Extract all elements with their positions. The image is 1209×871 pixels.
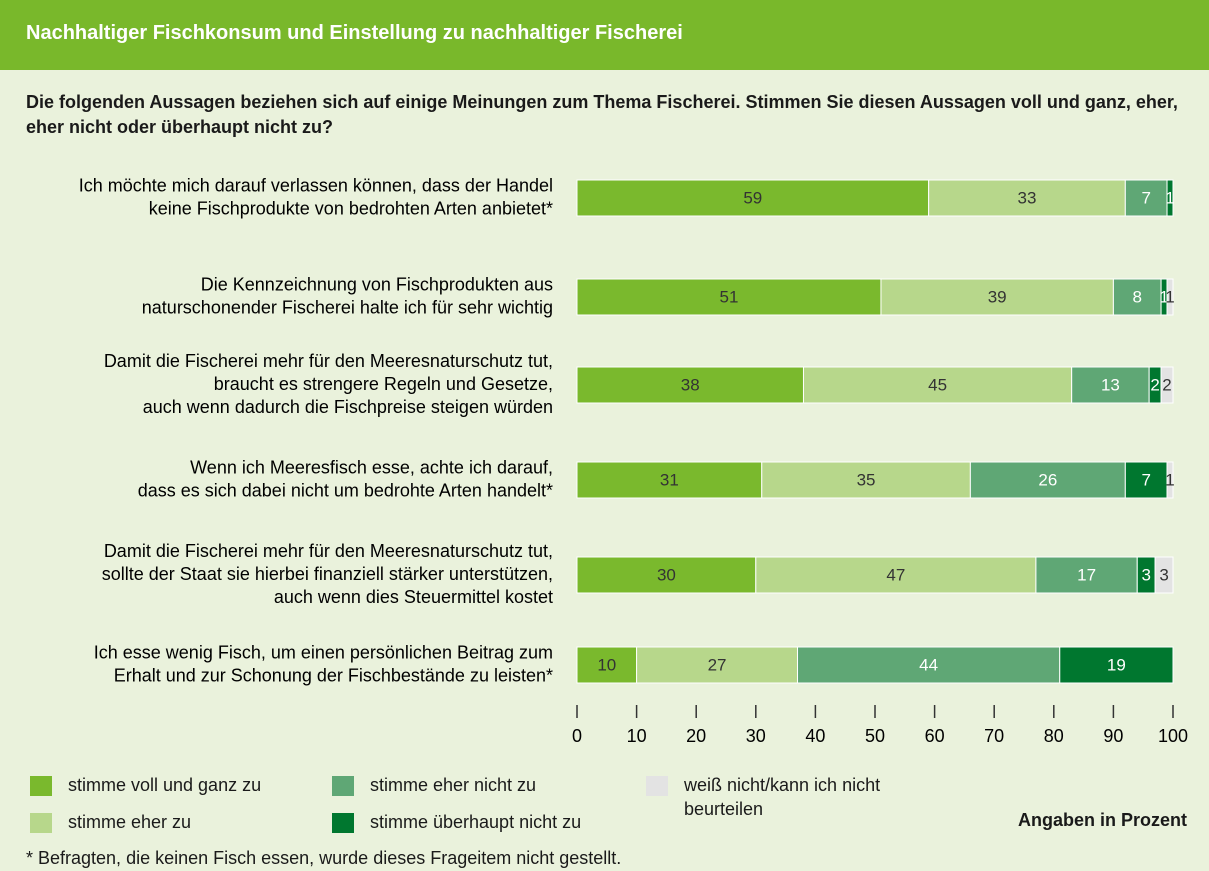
- data-label: 19: [1107, 655, 1126, 674]
- bar-segment: [576, 366, 804, 404]
- footnote: * Befragten, die keinen Fisch essen, wur…: [26, 848, 622, 868]
- data-label: 44: [919, 655, 938, 674]
- x-tick-label: 20: [686, 726, 706, 746]
- bar-segment: [969, 461, 1126, 499]
- data-label: 1: [1159, 287, 1168, 306]
- category-label: Die Kennzeichnung von Fischprodukten aus: [201, 274, 553, 294]
- legend-swatch: [30, 813, 52, 833]
- data-label: 10: [597, 655, 616, 674]
- legend-label: stimme überhaupt nicht zu: [370, 812, 582, 832]
- x-tick-label: 100: [1158, 726, 1188, 746]
- bar-segment: [1166, 278, 1174, 316]
- x-tick-label: 40: [805, 726, 825, 746]
- category-label: braucht es strengere Regeln und Gesetze,: [214, 374, 553, 394]
- bar-segment: [1035, 556, 1138, 594]
- legend-label: stimme voll und ganz zu: [68, 775, 262, 795]
- data-label: 1: [1165, 188, 1174, 207]
- x-tick-label: 0: [572, 726, 582, 746]
- category-label: Damit die Fischerei mehr für den Meeresn…: [104, 351, 553, 371]
- category-label: auch wenn dies Steuermittel kostet: [274, 587, 553, 607]
- data-label: 17: [1077, 565, 1096, 584]
- data-label: 13: [1101, 375, 1120, 394]
- bar-segment: [1059, 646, 1174, 684]
- legend-swatch: [332, 813, 354, 833]
- category-label: auch wenn dadurch die Fischpreise steige…: [143, 397, 553, 417]
- bar-segment: [1166, 179, 1174, 217]
- x-tick-label: 90: [1103, 726, 1123, 746]
- bar-segment: [802, 366, 1073, 404]
- bar-segment: [636, 646, 799, 684]
- category-label: Erhalt und zur Schonung der Fischbeständ…: [114, 665, 553, 685]
- bar-segment: [1124, 461, 1168, 499]
- data-label: 33: [1018, 188, 1037, 207]
- x-tick-label: 30: [746, 726, 766, 746]
- bar-segment: [576, 646, 638, 684]
- data-label: 35: [857, 470, 876, 489]
- legend-swatch: [30, 776, 52, 796]
- bar-segment: [576, 179, 930, 217]
- data-label: 1: [1165, 287, 1174, 306]
- legend-label: stimme eher zu: [68, 812, 192, 832]
- bar-segment: [576, 278, 882, 316]
- legend-swatch: [332, 776, 354, 796]
- unit-note: Angaben in Prozent: [1017, 810, 1187, 830]
- category-label: Ich esse wenig Fisch, um einen persönlic…: [94, 642, 553, 662]
- x-tick-label: 80: [1044, 726, 1064, 746]
- category-label: Wenn ich Meeresfisch esse, achte ich dar…: [190, 457, 553, 477]
- bar-segment: [797, 646, 1061, 684]
- category-label: Damit die Fischerei mehr für den Meeresn…: [104, 541, 553, 561]
- data-label: 7: [1141, 470, 1150, 489]
- data-label: 39: [988, 287, 1007, 306]
- bar-segment: [1154, 556, 1174, 594]
- category-label: Ich möchte mich darauf verlassen können,…: [79, 175, 553, 195]
- bar-segment: [1166, 461, 1174, 499]
- data-label: 26: [1038, 470, 1057, 489]
- chart-title: Nachhaltiger Fischkonsum und Einstellung…: [26, 22, 683, 44]
- bar-segment: [761, 461, 971, 499]
- x-tick-label: 60: [925, 726, 945, 746]
- data-label: 31: [660, 470, 679, 489]
- data-label: 8: [1133, 287, 1142, 306]
- data-label: 2: [1162, 375, 1171, 394]
- legend-label: stimme eher nicht zu: [370, 775, 537, 795]
- bar-segment: [1160, 366, 1174, 404]
- data-label: 59: [743, 188, 762, 207]
- legend-swatch: [646, 776, 668, 796]
- data-label: 30: [657, 565, 676, 584]
- bar-segment: [576, 556, 757, 594]
- bar-segment: [755, 556, 1037, 594]
- x-tick-label: 10: [627, 726, 647, 746]
- question: Die folgenden Aussagen beziehen sich auf…: [26, 92, 1178, 137]
- bar-segment: [1071, 366, 1150, 404]
- data-label: 27: [708, 655, 727, 674]
- bar-segment: [928, 179, 1126, 217]
- legend-label: weiß nicht/kann ich nicht beurteilen: [684, 775, 881, 819]
- data-label: 47: [886, 565, 905, 584]
- data-label: 51: [720, 287, 739, 306]
- data-label: 3: [1159, 565, 1168, 584]
- data-label: 45: [928, 375, 947, 394]
- header-bar: Nachhaltiger Fischkonsum und Einstellung…: [0, 0, 1209, 70]
- category-label: sollte der Staat sie hierbei finanziell …: [102, 564, 553, 584]
- x-tick-label: 50: [865, 726, 885, 746]
- bar-segment: [576, 461, 763, 499]
- data-label: 1: [1165, 470, 1174, 489]
- data-label: 2: [1150, 375, 1159, 394]
- data-label: 3: [1141, 565, 1150, 584]
- x-tick-label: 70: [984, 726, 1004, 746]
- data-label: 7: [1141, 188, 1150, 207]
- category-label: keine Fischprodukte von bedrohten Arten …: [149, 198, 553, 218]
- category-label: dass es sich dabei nicht um bedrohte Art…: [138, 480, 553, 500]
- data-label: 38: [681, 375, 700, 394]
- category-label: naturschonender Fischerei halte ich für …: [142, 297, 553, 317]
